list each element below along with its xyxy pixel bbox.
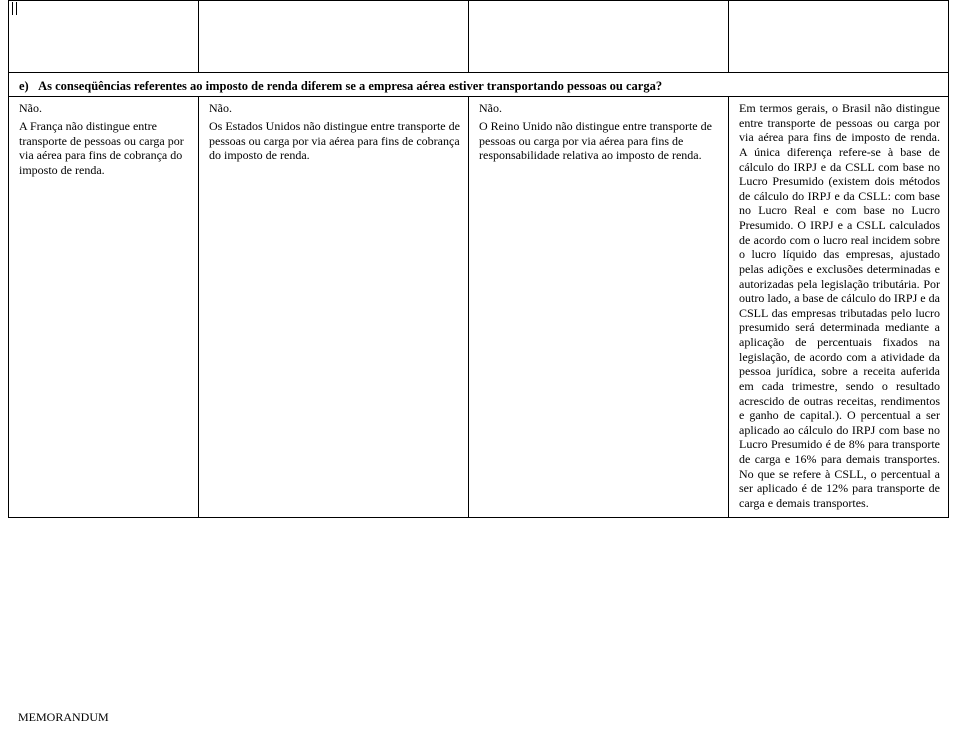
answer-cell-uk: Não. O Reino Unido não distingue entre t… [469, 97, 729, 518]
answer-body: O Reino Unido não distingue entre transp… [479, 119, 720, 163]
answer-body: A França não distingue entre transporte … [19, 119, 190, 178]
answer-cell-usa: Não. Os Estados Unidos não distingue ent… [199, 97, 469, 518]
answer-body: Os Estados Unidos não distingue entre tr… [209, 119, 460, 163]
comparison-table: e) As conseqüências referentes ao impost… [8, 0, 949, 518]
table-row-question: e) As conseqüências referentes ao impost… [9, 73, 949, 97]
table-row-answers: Não. A França não distingue entre transp… [9, 97, 949, 518]
text-cursor [12, 2, 18, 15]
answer-cell-france: Não. A França não distingue entre transp… [9, 97, 199, 518]
question-label: e) [19, 79, 29, 93]
blank-cell [469, 1, 729, 73]
answer-header: Não. [479, 101, 720, 116]
answer-header: Não. [209, 101, 460, 116]
blank-cell [199, 1, 469, 73]
table-row-blank [9, 1, 949, 73]
blank-cell [9, 1, 199, 73]
answer-header: Não. [19, 101, 190, 116]
answer-body: Em termos gerais, o Brasil não distingue… [739, 101, 940, 511]
question-text: As conseqüências referentes ao imposto d… [38, 79, 662, 93]
question-cell: e) As conseqüências referentes ao impost… [9, 73, 949, 97]
blank-cell [729, 1, 949, 73]
footer-label: MEMORANDUM [18, 710, 109, 725]
answer-cell-brazil: Em termos gerais, o Brasil não distingue… [729, 97, 949, 518]
